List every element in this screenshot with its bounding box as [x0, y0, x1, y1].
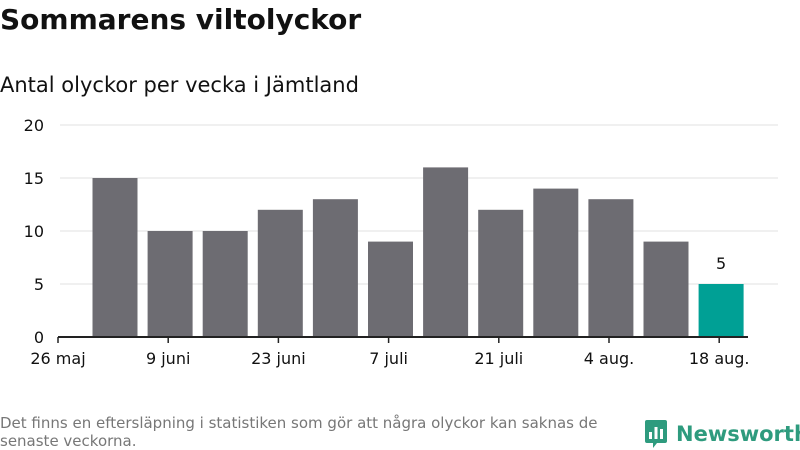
x-tick-label: 26 maj [30, 349, 85, 368]
bar [368, 241, 413, 337]
x-tick-label: 21 juli [474, 349, 523, 368]
bar [588, 199, 634, 337]
x-tick-label: 7 juli [369, 349, 408, 368]
data-label: 5 [716, 254, 726, 273]
brand: Newsworthy [644, 418, 800, 450]
bar [698, 284, 744, 337]
x-tick-label: 9 juni [146, 349, 190, 368]
y-tick-label: 15 [24, 169, 44, 188]
bar [423, 167, 469, 337]
bar [202, 231, 248, 337]
weekly-accidents-bar-chart: 0 5 10 15 20 5 26 maj 9 juni 23 juni 7 juli 21 jul… [24, 116, 778, 368]
chart-subtitle: Antal olyckor per vecka i Jämtland [0, 73, 359, 97]
bar [312, 199, 358, 337]
bar [643, 241, 689, 337]
y-tick-label: 10 [24, 222, 44, 241]
y-tick-label: 5 [34, 275, 44, 294]
bar [257, 209, 303, 337]
bar [147, 231, 193, 337]
footnote: Det finns en eftersläpning i statistiken… [0, 414, 598, 450]
brand-name: Newsworthy [676, 422, 800, 446]
x-tick-label: 23 juni [251, 349, 306, 368]
bar [92, 178, 138, 337]
y-tick-label: 0 [34, 328, 44, 347]
x-tick-label: 18 aug. [689, 349, 750, 368]
x-tick-label: 4 aug. [584, 349, 634, 368]
y-tick-label: 20 [24, 116, 44, 135]
bar [478, 209, 524, 337]
newsworthy-logo-icon [645, 420, 667, 448]
bar [533, 188, 579, 337]
chart-title: Sommarens viltolyckor [0, 3, 362, 36]
